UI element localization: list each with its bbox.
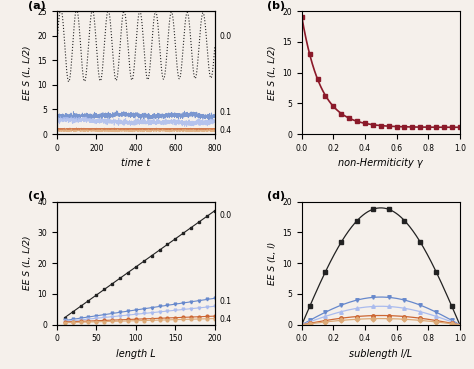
Y-axis label: EE S (L, L/2): EE S (L, L/2)	[23, 236, 32, 290]
Y-axis label: EE S (L, L/2): EE S (L, L/2)	[268, 45, 277, 100]
Text: (c): (c)	[28, 191, 46, 201]
Text: (d): (d)	[267, 191, 285, 201]
X-axis label: non-Hermiticity γ: non-Hermiticity γ	[338, 158, 423, 168]
Text: (b): (b)	[267, 1, 285, 11]
X-axis label: sublength l/L: sublength l/L	[349, 349, 412, 359]
X-axis label: length L: length L	[116, 349, 155, 359]
Text: (a): (a)	[28, 1, 46, 11]
Y-axis label: EE S (L, l): EE S (L, l)	[268, 242, 277, 285]
X-axis label: time t: time t	[121, 158, 150, 168]
Y-axis label: EE S (L, L/2): EE S (L, L/2)	[23, 45, 32, 100]
